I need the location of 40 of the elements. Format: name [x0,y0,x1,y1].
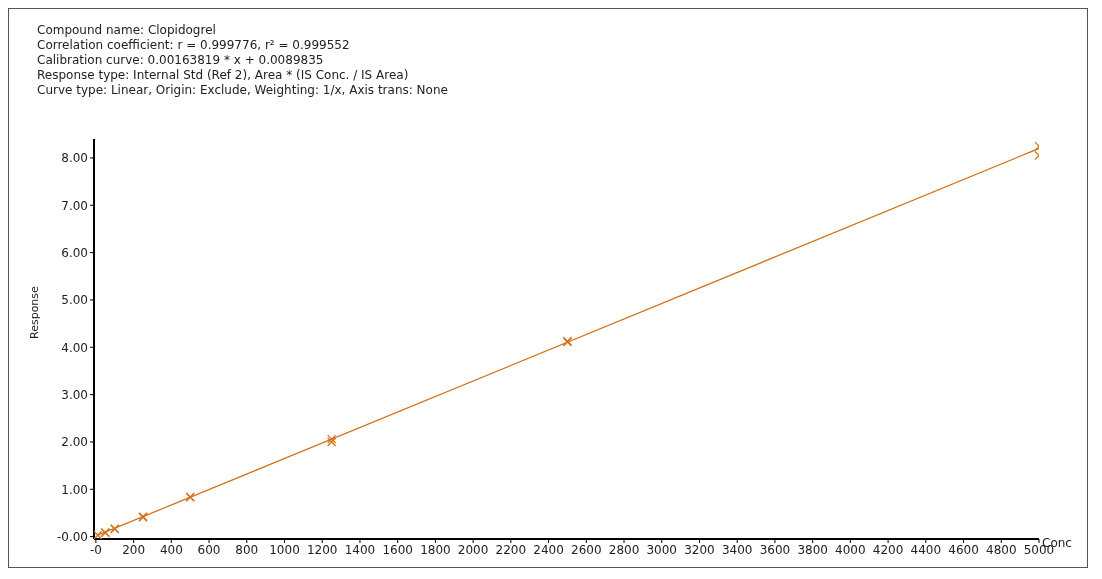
x-tick-label: 4800 [986,542,1017,557]
y-tick-label: 6.00 [61,245,88,260]
y-tick-label: 2.00 [61,435,88,450]
x-tick-label: 200 [122,542,146,557]
x-tick-label: 3600 [759,542,791,557]
text: Compound name: Clopidogrel [37,23,217,38]
x-tick-label: 2400 [533,542,564,557]
x-tick-label: 2200 [495,542,527,557]
x-tick-label: 800 [235,542,259,557]
x-tick-label: 2800 [608,542,640,557]
y-tick-label: 7.00 [61,198,88,213]
x-tick-label: 4600 [948,542,979,557]
y-tick-label: 1.00 [61,482,88,497]
x-tick-label: 1800 [420,542,451,557]
x-tick-label: 600 [197,542,221,557]
text: Calibration curve: 0.00163819 * x + 0.0089835 [37,53,325,68]
x-tick-label: 3000 [646,542,678,557]
y-tick-label: -0.00 [56,529,88,544]
x-tick-label: 1400 [344,542,376,557]
x-tick-label: 1000 [269,542,300,557]
text: Correlation coefficient: r = 0.999776, r² = 0.999552 [37,38,351,53]
x-tick-label: -0 [89,542,102,557]
x-tick-label: 2000 [457,542,489,557]
x-tick-label: 4000 [835,542,866,557]
x-tick-label: 1200 [306,542,338,557]
y-tick-label: 4.00 [61,340,88,355]
x-tick-label: 3400 [721,542,753,557]
y-tick-label: 3.00 [61,387,88,402]
x-tick-label: 2600 [571,542,602,557]
text: Response type: Internal Std (Ref 2), Area * (IS Conc. / IS Area) [37,68,410,83]
x-tick-label: 4200 [872,542,904,557]
text: Curve type: Linear, Origin: Exclude, Weighting: 1/x, Axis trans: None [37,83,448,98]
y-axis-title: Response [27,285,41,339]
x-tick-label: 1600 [382,542,413,557]
x-tick-label: 400 [159,542,183,557]
x-tick-label: 3800 [797,542,828,557]
x-tick-label: 4400 [910,542,942,557]
x-tick-label: 3200 [684,542,715,557]
y-tick-label: 5.00 [61,293,88,308]
y-tick-label: 8.00 [61,151,88,166]
